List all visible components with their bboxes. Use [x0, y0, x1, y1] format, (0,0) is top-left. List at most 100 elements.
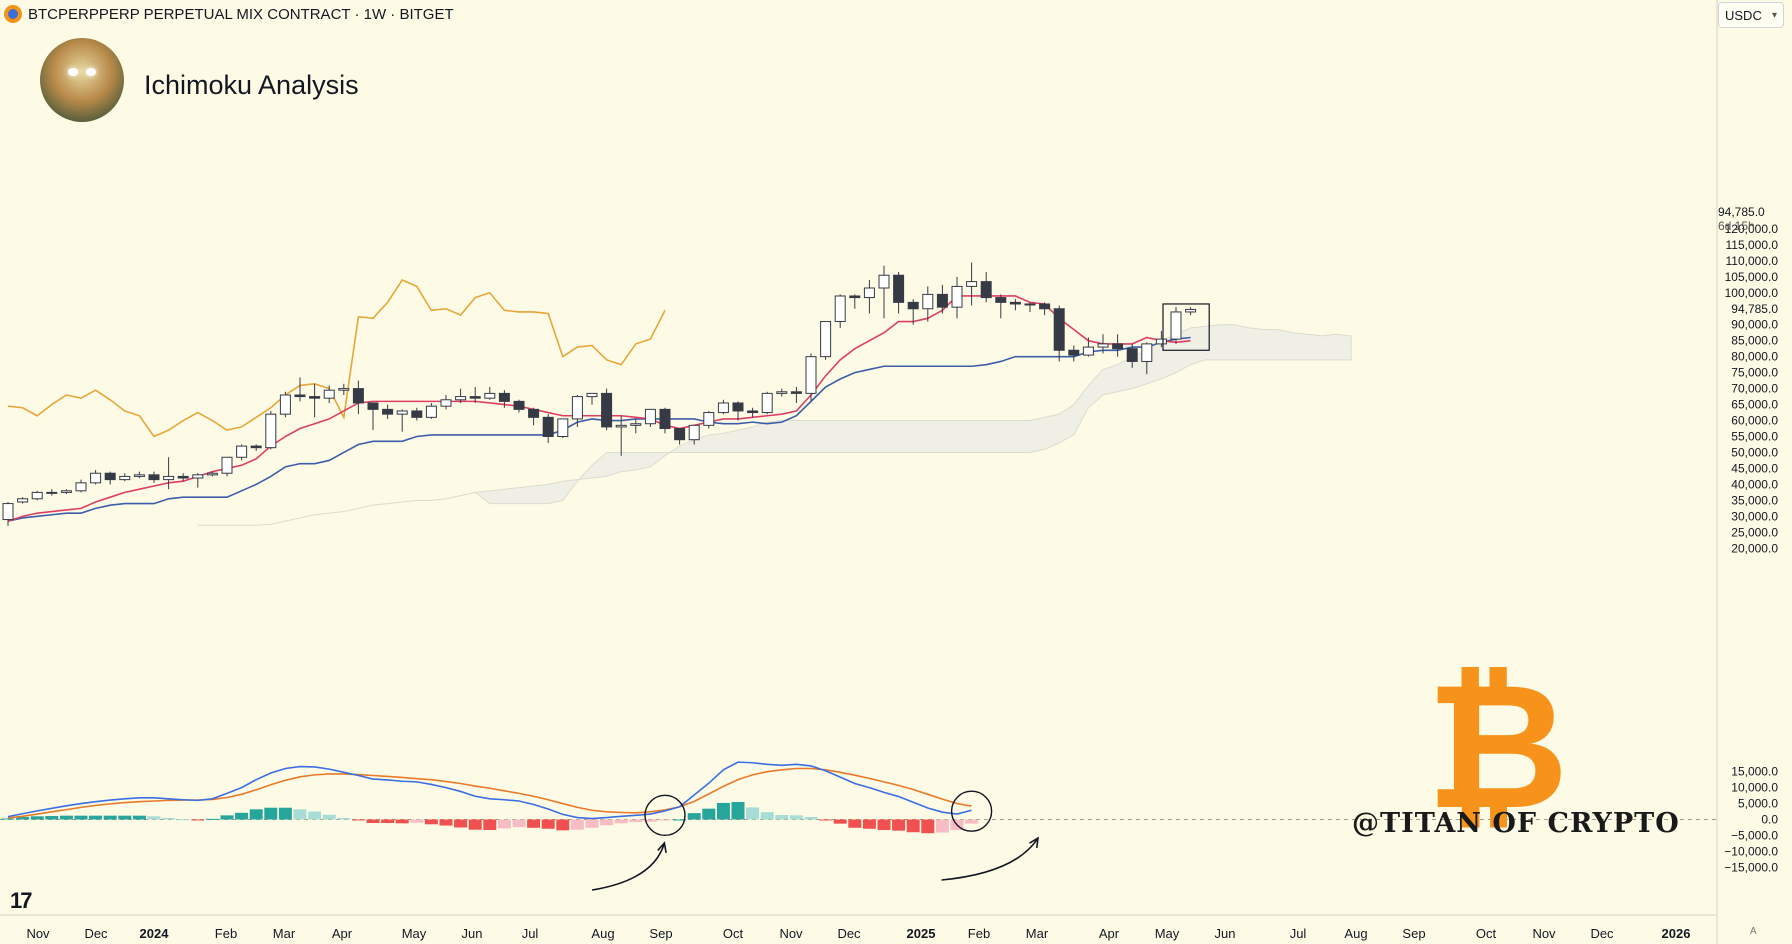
candle — [966, 281, 978, 287]
macd-histogram-bar — [643, 819, 657, 822]
candle — [790, 391, 802, 394]
candle — [206, 472, 218, 476]
macd-histogram-bar — [731, 801, 745, 820]
macd-histogram-bar — [512, 819, 526, 828]
auto-scale-button[interactable]: A — [1750, 926, 1757, 937]
macd-histogram-bar — [906, 819, 920, 833]
candle — [367, 402, 379, 410]
macd-histogram-bar — [483, 819, 497, 831]
symbol-header[interactable]: BTCPERPPERP PERPETUAL MIX CONTRACT · 1W … — [0, 0, 454, 28]
candle — [498, 392, 510, 402]
candle — [60, 490, 72, 493]
price-tick-label: 40,000.0 — [1731, 477, 1778, 491]
macd-histogram-bar — [600, 819, 614, 826]
avatar-eye-icon — [86, 68, 96, 76]
price-tick-label: 20,000.0 — [1731, 541, 1778, 555]
last-price: 94,785.0 — [1718, 205, 1765, 219]
time-tick-label: Aug — [1344, 926, 1367, 941]
candle — [542, 416, 554, 438]
macd-histogram-bar — [162, 817, 176, 820]
macd-histogram-bar — [147, 816, 161, 820]
annotation-arrowhead — [657, 841, 667, 853]
time-tick-label: May — [1155, 926, 1180, 941]
candle — [294, 394, 306, 398]
macd-histogram-bar — [278, 807, 292, 820]
base-line — [7, 336, 1191, 522]
candle — [236, 445, 248, 458]
time-tick-label: Sep — [1402, 926, 1425, 941]
macd-tick-label: −15,000.0 — [1724, 860, 1778, 874]
time-tick-label: Dec — [1590, 926, 1614, 941]
macd-histogram-bar — [176, 819, 190, 821]
tradingview-logo-icon[interactable]: 17 — [10, 888, 33, 913]
macd-histogram-bar — [760, 812, 774, 820]
last-price-tag: 94,785.0 6d 15h — [1718, 205, 1780, 233]
avatar — [40, 38, 124, 122]
candle — [411, 410, 423, 418]
macd-histogram-bar — [16, 816, 30, 820]
macd-histogram-bar — [862, 819, 876, 829]
candle — [1053, 308, 1065, 351]
macd-histogram-bar — [877, 819, 891, 831]
annotation-rectangle — [1162, 303, 1210, 351]
candle — [863, 287, 875, 299]
time-tick-label: Sep — [649, 926, 672, 941]
candle — [615, 424, 627, 428]
macd-histogram-bar — [833, 819, 847, 824]
price-tick-label: 35,000.0 — [1731, 493, 1778, 507]
annotation-arrowhead — [1029, 836, 1039, 849]
time-tick-label: Oct — [723, 926, 744, 941]
candle — [732, 402, 744, 412]
time-tick-label: 2024 — [140, 926, 170, 941]
macd-histogram-bar — [804, 816, 818, 820]
macd-histogram-bar — [293, 809, 307, 820]
candle — [586, 392, 598, 398]
candle — [936, 293, 948, 308]
time-tick-label: May — [402, 926, 427, 941]
watermark-text: @TITAN OF CRYPTO — [1352, 808, 1680, 839]
price-tick-label: 90,000.0 — [1731, 318, 1778, 332]
candle — [1039, 303, 1051, 310]
macd-histogram-bar — [629, 819, 643, 823]
candle — [119, 475, 131, 481]
candle — [630, 423, 642, 426]
macd-histogram-bar — [965, 819, 979, 824]
candle — [893, 274, 905, 303]
annotation-arrow — [941, 837, 1039, 881]
macd-histogram-bar — [30, 816, 44, 820]
macd-histogram-bar — [614, 819, 628, 824]
time-tick-label: Feb — [215, 926, 237, 941]
price-tick-label: 50,000.0 — [1731, 445, 1778, 459]
macd-histogram-bar — [819, 819, 833, 821]
ichimoku-cloud — [197, 324, 1352, 526]
candle — [1068, 349, 1080, 356]
macd-histogram-bar — [45, 815, 59, 820]
macd-histogram-bar — [468, 819, 482, 830]
macd-histogram-bar — [381, 819, 395, 824]
candle — [352, 388, 364, 404]
time-tick-label: Dec — [84, 926, 108, 941]
candle — [834, 295, 846, 323]
time-tick-label: Mar — [1026, 926, 1049, 941]
candle — [1185, 308, 1197, 313]
symbol-title: BTCPERPPERP PERPETUAL MIX CONTRACT · 1W … — [28, 5, 454, 23]
macd-signal-line — [7, 767, 972, 819]
candle — [557, 418, 569, 438]
annotation-arrow — [591, 842, 666, 891]
candle — [90, 472, 102, 484]
candle — [396, 410, 408, 415]
candle — [922, 293, 934, 310]
bar-countdown: 6d 15h — [1718, 219, 1755, 233]
macd-histogram-bar — [527, 819, 541, 828]
candle — [717, 402, 729, 414]
time-tick-label: Dec — [837, 926, 861, 941]
macd-histogram-bar — [249, 809, 263, 820]
macd-histogram-bar — [541, 819, 555, 829]
candle — [1170, 311, 1182, 340]
candle — [177, 475, 189, 479]
macd-histogram-bar — [716, 802, 730, 820]
candle — [980, 281, 992, 299]
macd-histogram-bar — [746, 807, 760, 820]
currency-select[interactable]: USDC ▾ — [1718, 2, 1784, 28]
